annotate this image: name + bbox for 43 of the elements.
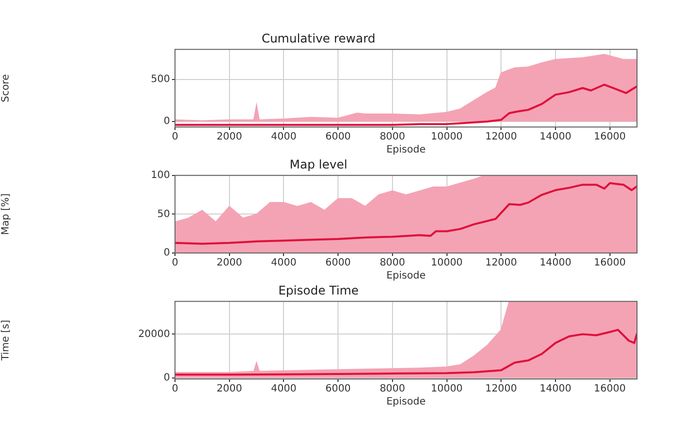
- x-tick-label: 16000: [594, 384, 626, 395]
- x-axis-title: Episode: [386, 144, 426, 156]
- x-tick-label: 14000: [540, 132, 572, 143]
- y-axis-title: Time [s]: [0, 320, 12, 362]
- x-tick-label: 8000: [380, 132, 406, 143]
- x-axis-title: Episode: [386, 396, 426, 408]
- y-tick-label: 500: [150, 74, 170, 86]
- x-tick-label: 12000: [485, 132, 518, 143]
- x-tick-label: 8000: [380, 258, 406, 269]
- x-tick-label: 2000: [216, 384, 242, 395]
- y-tick-label: 0: [164, 116, 170, 128]
- x-tick-label: 4000: [270, 258, 296, 269]
- x-tick-label: 14000: [540, 258, 572, 269]
- x-tick-label: 16000: [594, 132, 626, 143]
- y-tick-label: 0: [164, 372, 170, 384]
- x-tick-label: 2000: [216, 132, 242, 143]
- y-tick-label: 100: [150, 170, 170, 181]
- x-tick-label: 12000: [485, 258, 518, 269]
- x-tick-label: 8000: [380, 384, 406, 395]
- x-tick-label: 14000: [540, 384, 572, 395]
- y-axis-title: Score: [0, 74, 12, 102]
- y-axis-title: Map [%]: [0, 193, 12, 235]
- x-tick-label: 10000: [430, 258, 463, 269]
- x-tick-label: 12000: [485, 384, 518, 395]
- y-tick-label: 0: [164, 248, 170, 259]
- x-tick-label: 16000: [594, 258, 626, 269]
- x-tick-label: 0: [172, 258, 178, 269]
- x-tick-label: 0: [172, 384, 178, 395]
- x-tick-label: 6000: [325, 384, 351, 395]
- x-tick-label: 4000: [270, 132, 296, 143]
- x-tick-label: 10000: [430, 132, 463, 143]
- chart-title: Cumulative reward: [262, 31, 376, 46]
- x-tick-label: 4000: [270, 384, 296, 395]
- x-axis-title: Episode: [386, 270, 426, 282]
- y-tick-label: 20000: [138, 328, 170, 340]
- y-tick-label: 50: [157, 208, 170, 220]
- x-tick-label: 6000: [325, 132, 351, 143]
- x-tick-label: 2000: [216, 258, 242, 269]
- x-tick-label: 6000: [325, 258, 351, 269]
- x-tick-label: 10000: [430, 384, 463, 395]
- chart-title: Episode Time: [278, 283, 359, 298]
- x-tick-label: 0: [172, 132, 178, 143]
- chart-title: Map level: [290, 157, 348, 172]
